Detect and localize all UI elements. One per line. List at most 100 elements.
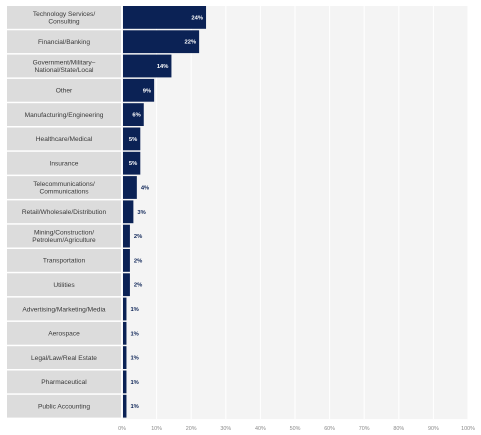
category-label-box — [7, 273, 121, 297]
bar — [123, 151, 141, 175]
bar — [123, 297, 127, 321]
category-label-line: National/State/Local — [34, 67, 94, 74]
x-tick-label: 40% — [255, 426, 266, 432]
x-tick-label: 60% — [324, 426, 335, 432]
category-label: Public Accounting — [38, 404, 90, 411]
bar — [123, 249, 130, 272]
category-label-box — [7, 151, 121, 175]
value-label: 5% — [129, 137, 137, 143]
category-label-line: Manufacturing/Engineering — [25, 112, 104, 119]
category-label-line: Insurance — [50, 161, 79, 168]
bar — [123, 394, 127, 418]
category-label: Insurance — [50, 161, 79, 168]
category-label-box — [7, 30, 121, 54]
x-tick-label: 90% — [428, 426, 439, 432]
bar — [123, 127, 141, 151]
category-label-line: Technology Services/ — [33, 11, 95, 18]
category-label-line: Government/Military– — [33, 60, 96, 67]
category-label-line: Retail/Wholesale/Distribution — [22, 209, 107, 216]
category-label-box — [7, 297, 121, 321]
value-label: 3% — [137, 210, 145, 216]
bar — [123, 321, 127, 345]
bar — [123, 224, 130, 248]
bar — [123, 370, 127, 394]
x-tick-label: 50% — [290, 426, 301, 432]
category-label-line: Public Accounting — [38, 404, 90, 411]
value-label: 1% — [130, 331, 138, 337]
category-label-line: Telecommunications/ — [33, 181, 95, 188]
x-tick-label: 20% — [186, 426, 197, 432]
category-label-box — [7, 78, 121, 102]
category-label-line: Transportation — [43, 258, 86, 265]
category-label: Aerospace — [48, 331, 80, 338]
category-label: Transportation — [43, 258, 86, 265]
category-label-box — [7, 127, 121, 151]
category-label-line: Consulting — [48, 18, 79, 25]
category-label: Other — [56, 88, 73, 95]
category-label: Mining/Construction/Petroleum/Agricultur… — [32, 230, 96, 244]
x-tick-label: 80% — [393, 426, 404, 432]
bar — [123, 346, 127, 369]
value-label: 2% — [134, 283, 142, 289]
category-label: Utilities — [53, 282, 75, 289]
value-label: 4% — [141, 186, 149, 192]
category-label: Retail/Wholesale/Distribution — [22, 209, 107, 216]
category-label: Pharmaceutical — [41, 379, 87, 386]
category-label-line: Mining/Construction/ — [34, 230, 94, 237]
category-label-line: Utilities — [53, 282, 75, 289]
category-label-box — [7, 346, 121, 369]
category-label-box — [7, 200, 121, 224]
x-tick-label: 70% — [359, 426, 370, 432]
x-tick-label: 30% — [220, 426, 231, 432]
category-label: Technology Services/Consulting — [33, 11, 95, 25]
category-label-line: Financial/Banking — [38, 39, 90, 46]
bar — [123, 6, 207, 29]
bar — [123, 54, 172, 78]
category-label: Government/Military– National/State/Local — [33, 60, 96, 74]
category-label: Advertising/Marketing/Media — [22, 306, 106, 313]
category-label: Legal/Law/Real Estate — [31, 355, 97, 362]
category-label-box — [7, 224, 121, 248]
category-label-line: Aerospace — [48, 331, 80, 338]
bar — [123, 78, 155, 102]
category-label-line: Communications — [39, 189, 89, 196]
category-label: Manufacturing/Engineering — [25, 112, 104, 119]
category-label-line: Healthcare/Medical — [36, 136, 93, 143]
category-label-line: Petroleum/Agriculture — [32, 237, 96, 244]
value-label: 1% — [130, 404, 138, 410]
value-label: 24% — [191, 15, 203, 21]
bar — [123, 103, 144, 126]
value-label: 2% — [134, 234, 142, 240]
value-label: 1% — [130, 356, 138, 362]
category-label-box — [7, 321, 121, 345]
category-label: Financial/Banking — [38, 39, 90, 46]
value-label: 22% — [185, 40, 197, 46]
category-label-box — [7, 394, 121, 418]
x-tick-label: 0% — [118, 426, 126, 432]
category-label: Telecommunications/Communications — [33, 181, 95, 195]
bar — [123, 200, 134, 224]
x-tick-label: 10% — [151, 426, 162, 432]
value-label: 2% — [134, 258, 142, 264]
category-label-box — [7, 176, 121, 199]
x-tick-label: 100% — [461, 426, 475, 432]
value-label: 6% — [132, 113, 140, 119]
bar — [123, 273, 130, 297]
category-label-box — [7, 103, 121, 126]
category-label-box — [7, 6, 121, 29]
category-label-line: Legal/Law/Real Estate — [31, 355, 97, 362]
category-label-line: Other — [56, 88, 73, 95]
value-label: 14% — [157, 64, 169, 70]
bar — [123, 176, 137, 199]
value-label: 5% — [129, 161, 137, 167]
category-label-box — [7, 370, 121, 394]
value-label: 9% — [143, 88, 151, 94]
bar — [123, 30, 200, 54]
category-label: Healthcare/Medical — [36, 136, 93, 143]
category-label-line: Pharmaceutical — [41, 379, 87, 386]
category-label-line: Advertising/Marketing/Media — [22, 306, 106, 313]
category-label-box — [7, 54, 121, 78]
category-label-box — [7, 249, 121, 272]
value-label: 1% — [130, 380, 138, 386]
